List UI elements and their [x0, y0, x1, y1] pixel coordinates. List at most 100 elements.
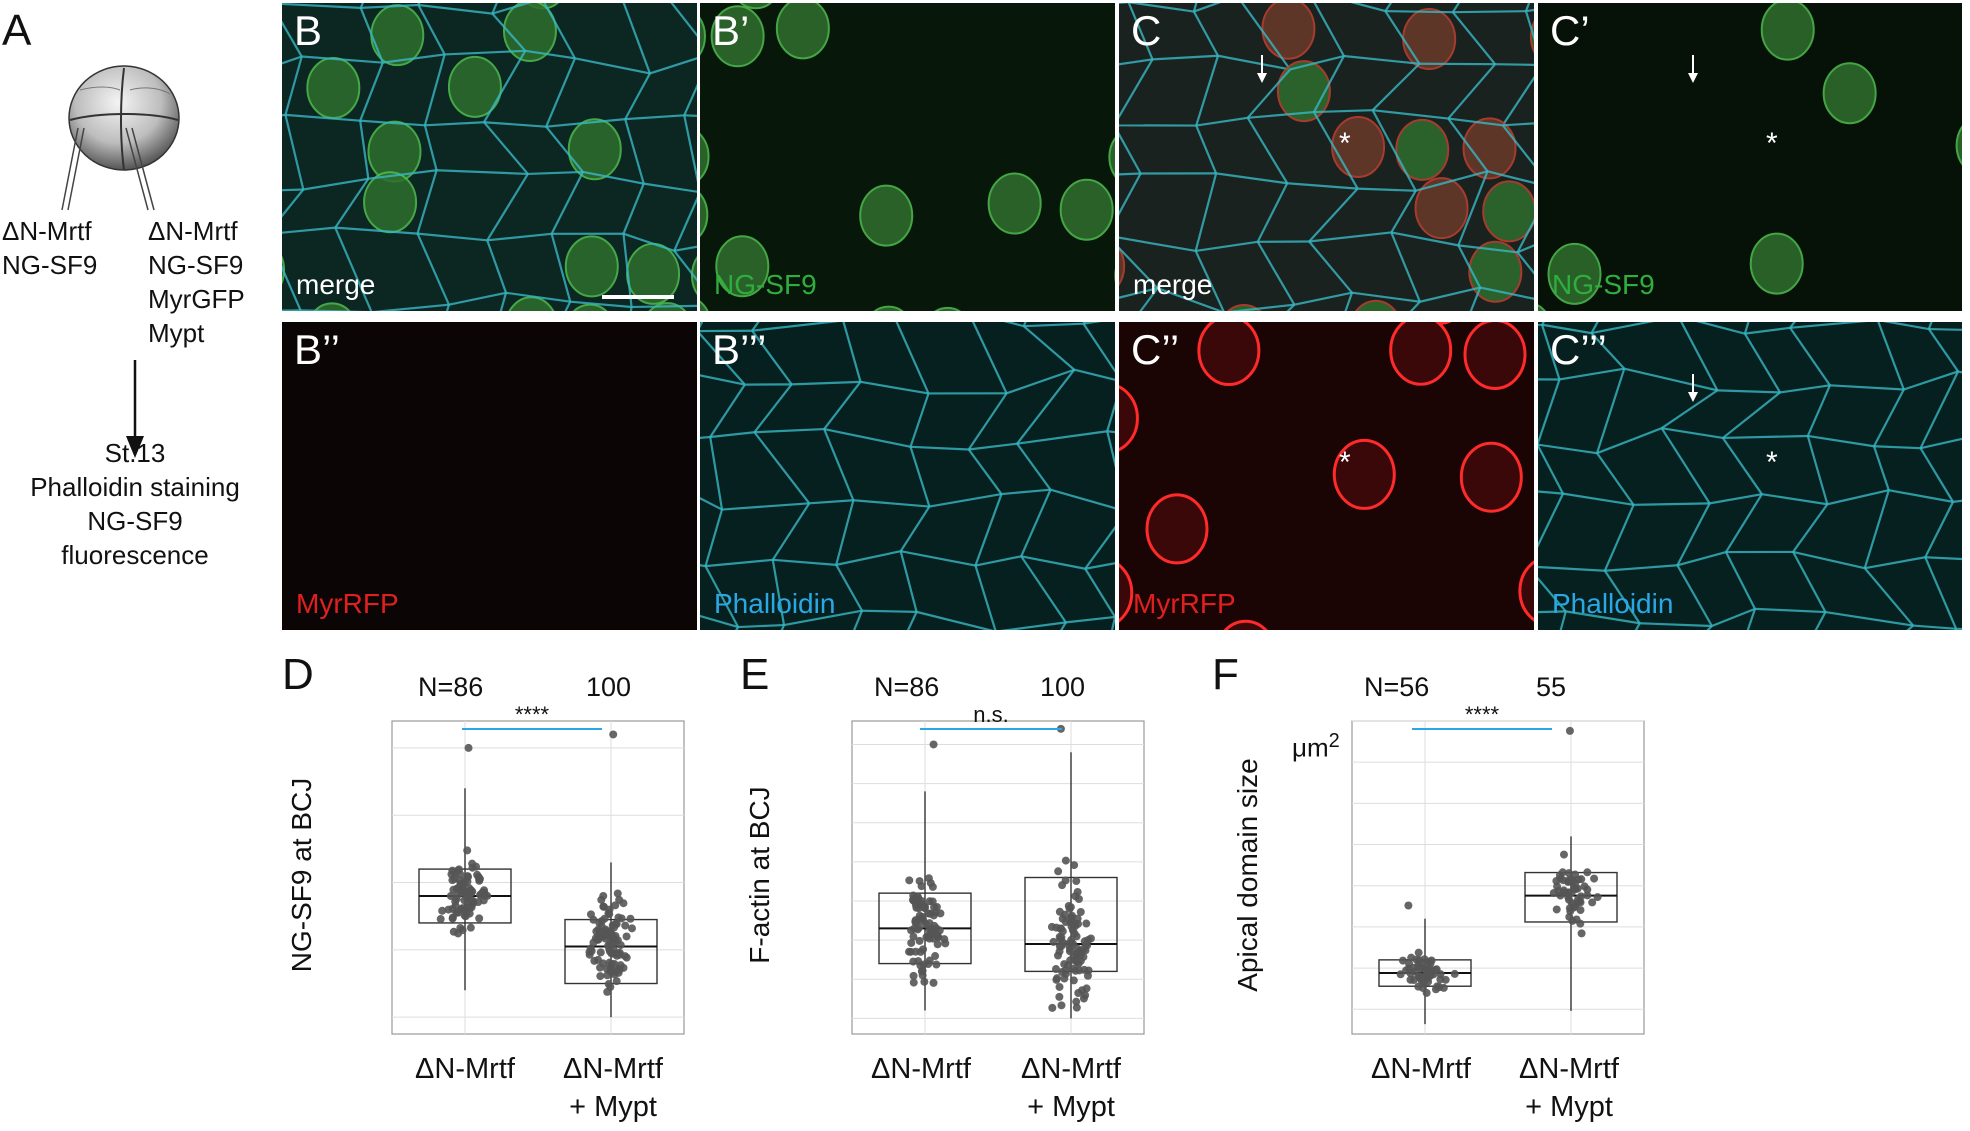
- cell-body: [1760, 3, 1815, 61]
- cell-junction: [1927, 328, 1960, 373]
- data-point: [454, 908, 463, 917]
- data-point: [940, 935, 949, 944]
- cell-junction: [1873, 445, 1921, 450]
- cell-junction: [684, 114, 697, 117]
- data-point: [1577, 875, 1586, 884]
- data-point: [586, 944, 595, 953]
- data-point: [907, 938, 916, 947]
- readout-line: St.13: [104, 438, 166, 468]
- data-point: [910, 894, 919, 903]
- cell-junction: [1624, 367, 1718, 392]
- asterisk-marker: *: [1339, 127, 1351, 160]
- data-point: [925, 919, 934, 928]
- cell-junction: [1540, 324, 1561, 380]
- data-point: [475, 914, 484, 923]
- cell-junction: [670, 3, 697, 38]
- data-point: [626, 914, 635, 923]
- cell-junction: [860, 380, 929, 395]
- data-point: [1583, 885, 1592, 894]
- cell-junction: [771, 559, 786, 626]
- cell-junction: [1661, 389, 1719, 430]
- cell-junction: [1919, 370, 1960, 449]
- cell-body: [700, 300, 709, 311]
- panel-label: C’: [1550, 7, 1590, 54]
- right-injection-text: ΔN-Mrtf NG-SF9 MyrGFP Mypt: [148, 214, 245, 350]
- cell-body: [859, 184, 914, 247]
- cell-junction: [1246, 117, 1289, 184]
- asterisk-marker: *: [1339, 446, 1351, 479]
- data-point: [1566, 907, 1575, 916]
- injection-line: Mypt: [148, 318, 205, 348]
- cell-junction: [1384, 3, 1393, 12]
- cell-junction: [486, 239, 508, 294]
- cell-junction: [1195, 55, 1220, 126]
- cell-junction: [1217, 54, 1291, 71]
- cell-junction: [623, 232, 675, 252]
- cell-junction: [1119, 132, 1142, 175]
- data-point: [1083, 971, 1092, 980]
- significance-bar: [462, 728, 602, 730]
- data-point: [1576, 906, 1585, 915]
- cell-junction: [1952, 499, 1962, 503]
- data-point: [1061, 876, 1070, 885]
- data-point: [1074, 894, 1083, 903]
- arrow-marker-icon: [1257, 55, 1267, 83]
- cell-body: [1395, 118, 1450, 181]
- data-point: [599, 902, 608, 911]
- data-point: [483, 891, 492, 900]
- data-point: [1075, 966, 1084, 975]
- data-point: [1565, 726, 1574, 735]
- data-point: [605, 928, 614, 937]
- cell-junction: [1825, 610, 1914, 627]
- data-point: [1077, 947, 1086, 956]
- cell-junction: [499, 292, 508, 311]
- cell-junction: [1119, 287, 1158, 299]
- data-point: [464, 743, 473, 752]
- cell-junction: [483, 121, 547, 128]
- cell-junction: [1487, 170, 1534, 185]
- data-point: [925, 956, 934, 965]
- data-point: [1441, 975, 1450, 984]
- cell-body: [1518, 560, 1534, 622]
- asterisk-marker: *: [1766, 127, 1778, 160]
- cell-junction: [1721, 437, 1763, 495]
- cell-junction: [1928, 327, 1962, 331]
- cell-junction: [1308, 187, 1359, 243]
- cell-network: [1538, 322, 1962, 630]
- cell-junction: [1919, 447, 1954, 503]
- cell-junction: [1559, 611, 1567, 630]
- data-point: [605, 958, 614, 967]
- data-point: [907, 926, 916, 935]
- data-point: [600, 914, 609, 923]
- cell-body: [1482, 180, 1534, 243]
- x-category-label: ΔN-Mrtf + Mypt: [1494, 1050, 1644, 1126]
- n-count-left: N=86: [874, 672, 940, 702]
- cell-junction: [1903, 370, 1959, 391]
- panel-letter-f: F: [1212, 650, 1239, 699]
- cell-junction: [1634, 622, 1641, 630]
- data-point: [931, 952, 940, 961]
- cell-body: [1955, 125, 1962, 166]
- data-point: [909, 978, 918, 987]
- cell-junction: [1924, 501, 1955, 558]
- cell-junction: [1711, 607, 1756, 628]
- data-point: [612, 951, 621, 960]
- cell-junction: [1920, 437, 1962, 450]
- data-point: [920, 977, 929, 986]
- data-point: [1588, 898, 1597, 907]
- cell-junction: [1016, 369, 1076, 445]
- cell-junction: [1085, 562, 1115, 570]
- data-point: [604, 980, 613, 989]
- cell-junction: [700, 564, 706, 568]
- cell-junction: [550, 233, 572, 302]
- cell-junction: [1082, 323, 1115, 373]
- cell-junction: [899, 505, 931, 552]
- cell-junction: [853, 499, 930, 508]
- data-point: [933, 940, 942, 949]
- panel-label: B’’: [294, 326, 340, 373]
- cell-junction: [999, 621, 1067, 630]
- cell-junction: [1119, 236, 1196, 253]
- cell-body: [1538, 304, 1547, 311]
- data-point: [1084, 935, 1093, 944]
- significance-bar: [920, 728, 1062, 730]
